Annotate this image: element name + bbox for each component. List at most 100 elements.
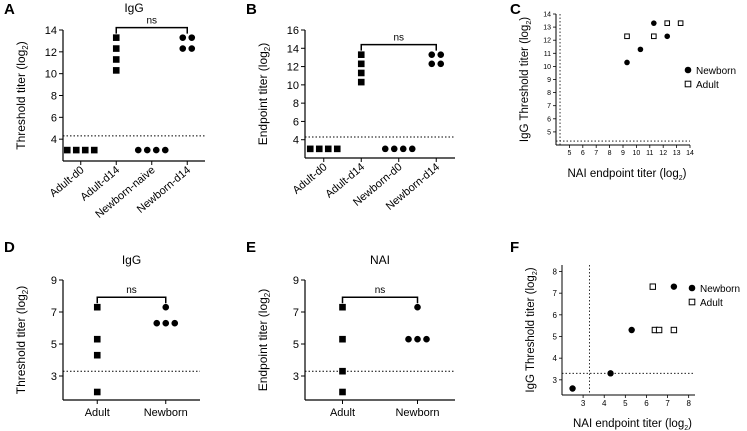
- y-axis-label: Threshold titer (log2): [14, 286, 30, 395]
- data-point-circle: [162, 303, 170, 311]
- panel-letter-b: B: [246, 1, 257, 18]
- data-point-square: [63, 146, 71, 154]
- x-tick-label: 3: [581, 399, 586, 408]
- x-tick-label: 9: [621, 150, 625, 157]
- data-point-square: [93, 335, 101, 343]
- significance-label: ns: [146, 16, 157, 27]
- data-point-square: [357, 69, 365, 77]
- data-point-open-square: [670, 326, 678, 334]
- data-point-filled-circle: [628, 326, 635, 334]
- data-point-square: [339, 335, 346, 343]
- significance-label: ns: [375, 285, 386, 296]
- panel-title: IgG: [124, 1, 143, 15]
- data-point-square: [339, 388, 346, 396]
- data-point-circle: [414, 335, 421, 343]
- data-point-circle: [437, 51, 445, 58]
- x-tick-label: Newborn: [395, 407, 439, 419]
- y-tick-label: 4: [51, 134, 57, 146]
- data-point-square: [339, 367, 346, 375]
- y-tick-label: 9: [293, 275, 299, 287]
- panel-letters: A B C D E F: [4, 1, 521, 256]
- data-point-circle: [408, 145, 416, 153]
- x-axis-label: NAI endpoint titer (log2): [573, 418, 692, 431]
- data-point-square: [112, 56, 120, 63]
- data-point-circle: [423, 335, 430, 343]
- y-axis-label: Threshold titer (log2): [14, 41, 30, 150]
- data-point-square: [306, 145, 314, 153]
- panel-letter-c: C: [510, 1, 521, 18]
- legend-marker: [684, 80, 692, 88]
- y-tick-label: 13: [543, 25, 551, 32]
- panel-letter-f: F: [510, 239, 519, 256]
- x-tick-label: 5: [623, 399, 628, 408]
- y-tick-label: 8: [51, 91, 57, 103]
- data-point-circle: [381, 145, 389, 153]
- legend-marker: [688, 298, 696, 306]
- data-point-filled-circle: [651, 20, 657, 26]
- y-tick-label: 16: [287, 25, 299, 37]
- data-point-square: [93, 388, 101, 396]
- significance-bracket: [360, 43, 437, 51]
- legend-label: Newborn: [700, 284, 740, 295]
- legend-marker: [684, 66, 692, 74]
- panel-title: NAI: [370, 253, 390, 267]
- x-tick-label: 6: [644, 399, 649, 408]
- y-tick-label: 8: [553, 268, 558, 277]
- data-point-circle: [179, 45, 187, 52]
- y-axis-label: IgG Threshold titer (log2): [519, 17, 533, 142]
- significance-label: ns: [126, 285, 137, 296]
- data-point-open-square: [651, 33, 657, 40]
- data-point-square: [357, 78, 365, 86]
- panel-letter-e: E: [246, 239, 256, 256]
- x-tick-label: 12: [659, 150, 667, 157]
- data-point-square: [324, 145, 332, 153]
- data-point-circle: [161, 146, 169, 154]
- data-point-circle: [399, 145, 407, 153]
- x-tick-label: 14: [686, 150, 694, 157]
- y-tick-label: 7: [553, 289, 558, 298]
- data-point-circle: [390, 145, 398, 153]
- data-point-square: [93, 351, 101, 359]
- panel-d: 3 5 7 9 Adult Newborn ns IgG Threshold titer (lo…: [14, 253, 200, 419]
- y-tick-label: 5: [293, 339, 299, 351]
- y-tick-label: 7: [547, 103, 551, 110]
- y-tick-label: 6: [547, 116, 551, 123]
- significance-bracket: [96, 296, 167, 304]
- data-point-open-square: [664, 20, 671, 26]
- significance-bracket: [115, 26, 188, 34]
- data-point-square: [81, 146, 89, 154]
- x-tick-label: 4: [602, 399, 607, 408]
- panel-letter-a: A: [4, 1, 15, 18]
- data-point-circle: [188, 45, 196, 52]
- x-tick-label: 8: [608, 150, 612, 157]
- panel-title: IgG: [122, 253, 141, 267]
- data-point-open-square: [677, 20, 684, 26]
- legend-label: Adult: [700, 298, 723, 309]
- y-axis-label: Endpoint titer (log2): [256, 43, 272, 146]
- x-tick-label: 7: [665, 399, 670, 408]
- y-tick-label: 12: [287, 62, 299, 74]
- y-tick-label: 5: [547, 129, 551, 136]
- x-tick-label: Adult: [330, 407, 355, 419]
- panels: 468101214Adult-d0Adult-d14Newborn-naiveN…: [14, 1, 740, 431]
- data-point-filled-circle: [607, 370, 614, 377]
- y-tick-label: 14: [287, 43, 299, 55]
- y-tick-label: 4: [293, 135, 299, 147]
- x-axis-label: NAI endpoint titer (log2): [568, 168, 687, 182]
- data-point-filled-circle: [569, 385, 576, 392]
- y-tick-label: 6: [293, 116, 299, 128]
- data-point-square: [93, 303, 101, 311]
- data-point-circle: [179, 34, 187, 41]
- data-point-circle: [152, 146, 160, 154]
- data-point-filled-circle: [624, 59, 630, 66]
- y-tick-label: 10: [287, 80, 299, 92]
- data-point-circle: [171, 319, 179, 327]
- data-point-square: [112, 45, 120, 52]
- x-tick-label: Adult: [85, 407, 110, 419]
- data-point-open-square: [649, 283, 656, 290]
- data-point-square: [339, 303, 346, 311]
- x-tick-label: Newborn: [144, 407, 188, 419]
- y-tick-label: 8: [547, 90, 551, 97]
- y-tick-label: 9: [547, 77, 551, 84]
